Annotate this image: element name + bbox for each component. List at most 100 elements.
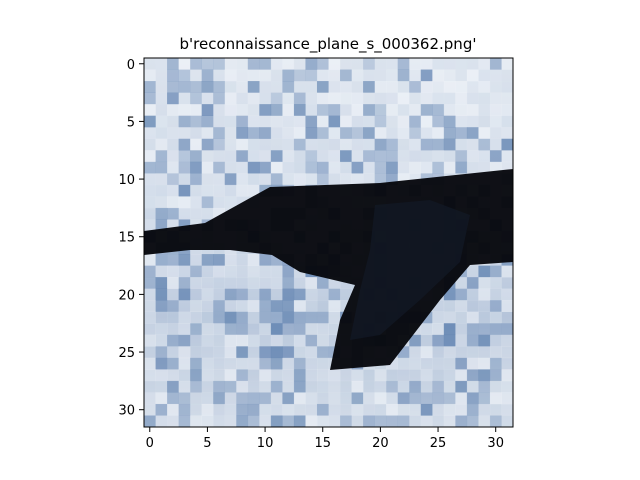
image-pixel bbox=[397, 173, 410, 186]
image-pixel bbox=[478, 357, 491, 370]
image-pixel bbox=[178, 334, 191, 347]
image-pixel bbox=[282, 323, 295, 336]
image-pixel bbox=[374, 161, 387, 174]
image-pixel bbox=[167, 81, 179, 93]
image-pixel bbox=[293, 334, 306, 347]
image-pixel bbox=[363, 58, 375, 70]
image-pixel bbox=[144, 415, 156, 427]
image-pixel bbox=[144, 219, 156, 232]
image-pixel bbox=[178, 196, 191, 209]
image-pixel bbox=[270, 288, 283, 301]
image-pixel bbox=[178, 184, 191, 197]
image-pixel bbox=[293, 300, 306, 312]
image-pixel bbox=[190, 115, 202, 128]
image-pixel bbox=[351, 58, 364, 70]
image-pixel bbox=[213, 115, 226, 128]
image-pixel bbox=[293, 277, 306, 289]
image-pixel bbox=[236, 254, 249, 266]
image-pixel bbox=[144, 403, 156, 416]
image-pixel bbox=[363, 173, 375, 186]
image-pixel bbox=[224, 161, 237, 174]
image-pixel bbox=[443, 311, 456, 324]
image-pixel bbox=[328, 150, 341, 163]
image-pixel bbox=[420, 92, 433, 105]
image-pixel bbox=[201, 173, 214, 186]
image-pixel bbox=[501, 161, 513, 174]
image-pixel bbox=[420, 81, 433, 93]
image-pixel bbox=[397, 127, 410, 140]
image-pixel bbox=[501, 92, 513, 105]
image-pixel bbox=[305, 150, 318, 163]
image-pixel bbox=[443, 403, 456, 416]
image-pixel bbox=[340, 380, 352, 393]
image-pixel bbox=[305, 380, 318, 393]
image-pixel bbox=[190, 69, 202, 82]
image-pixel bbox=[178, 357, 191, 370]
image-pixel bbox=[305, 311, 318, 324]
image-pixel bbox=[316, 357, 329, 370]
image-pixel bbox=[167, 138, 179, 151]
image-pixel bbox=[466, 392, 479, 405]
image-pixel bbox=[270, 58, 283, 70]
y-tick-label: 10 bbox=[118, 173, 135, 188]
image-pixel bbox=[328, 277, 341, 289]
image-pixel bbox=[155, 288, 168, 301]
y-tick-label: 25 bbox=[118, 346, 135, 361]
image-pixel bbox=[213, 357, 226, 370]
figure-title: b'reconnaissance_plane_s_000362.png' bbox=[180, 35, 477, 54]
image-pixel bbox=[247, 81, 260, 93]
image-pixel bbox=[201, 254, 214, 266]
image-pixel bbox=[247, 392, 260, 405]
image-pixel bbox=[282, 92, 295, 105]
image-pixel bbox=[144, 380, 156, 393]
image-pixel bbox=[293, 115, 306, 128]
image-pixel bbox=[489, 58, 502, 70]
image-pixel bbox=[328, 300, 341, 312]
image-pixel bbox=[455, 58, 468, 70]
image-pixel bbox=[236, 288, 249, 301]
image-pixel bbox=[397, 415, 410, 427]
image-pixel bbox=[201, 300, 214, 312]
image-pixel bbox=[478, 369, 491, 382]
image-pixel bbox=[466, 277, 479, 289]
image-pixel bbox=[236, 138, 249, 151]
image-pixel bbox=[293, 346, 306, 359]
image-pixel bbox=[201, 58, 214, 70]
image-pixel bbox=[455, 115, 468, 128]
image-pixel bbox=[270, 138, 283, 151]
image-pixel bbox=[340, 369, 352, 382]
image-pixel bbox=[236, 127, 249, 140]
x-tick-label: 30 bbox=[487, 436, 504, 451]
image-pixel bbox=[316, 115, 329, 128]
image-pixel bbox=[224, 254, 237, 266]
image-pixel bbox=[316, 58, 329, 70]
image-pixel bbox=[478, 69, 491, 82]
image-pixel bbox=[455, 277, 468, 289]
image-pixel bbox=[432, 403, 445, 416]
image-pixel bbox=[178, 115, 191, 128]
image-pixel bbox=[270, 403, 283, 416]
image-pixel bbox=[178, 403, 191, 416]
image-pixel bbox=[178, 150, 191, 163]
image-pixel bbox=[178, 161, 191, 174]
image-pixel bbox=[443, 127, 456, 140]
image-pixel bbox=[144, 300, 156, 312]
image-pixel bbox=[420, 104, 433, 116]
image-pixel bbox=[247, 369, 260, 382]
image-pixel bbox=[167, 115, 179, 128]
image-pixel bbox=[363, 138, 375, 151]
image-pixel bbox=[190, 58, 202, 70]
image-pixel bbox=[155, 277, 168, 289]
image-pixel bbox=[144, 115, 156, 128]
image-pixel bbox=[386, 392, 398, 405]
image-pixel bbox=[455, 300, 468, 312]
image-pixel bbox=[340, 69, 352, 82]
image-pixel bbox=[305, 173, 318, 186]
image-pixel bbox=[328, 380, 341, 393]
image-pixel bbox=[351, 161, 364, 174]
image-pixel bbox=[374, 392, 387, 405]
image-pixel bbox=[213, 207, 226, 220]
image-pixel bbox=[374, 150, 387, 163]
image-pixel bbox=[282, 150, 295, 163]
image-pixel bbox=[224, 196, 237, 209]
